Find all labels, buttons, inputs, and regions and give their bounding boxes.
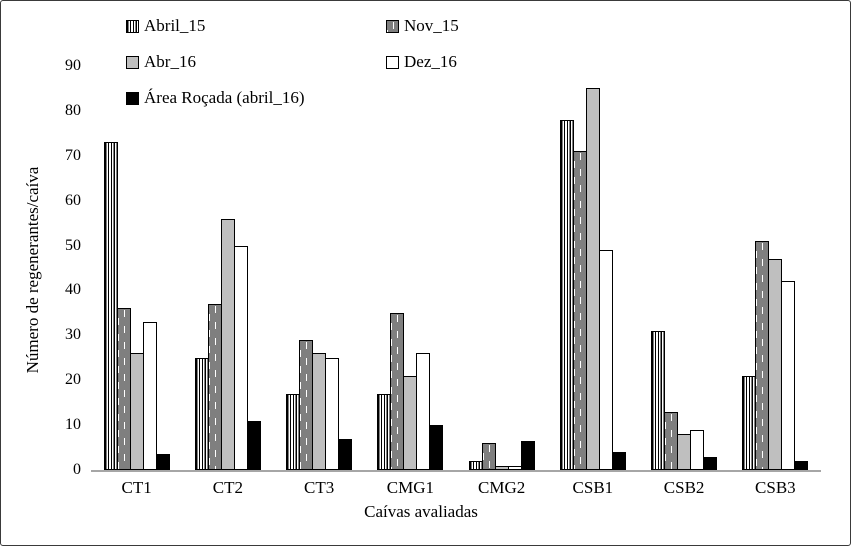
- bar: [468, 461, 483, 470]
- bar: [299, 340, 314, 470]
- bar: [611, 452, 626, 470]
- bar: [768, 259, 783, 470]
- bar-group-ct2: [182, 66, 273, 470]
- bar: [377, 394, 392, 470]
- bar: [129, 353, 144, 470]
- bar: [390, 313, 405, 470]
- y-tick-label: 20: [65, 371, 81, 389]
- y-tick-label: 0: [73, 461, 81, 478]
- bar: [246, 421, 261, 470]
- legend-label: Abril_15: [144, 16, 206, 35]
- bar: [220, 219, 235, 470]
- bar-group-csb3: [730, 66, 821, 470]
- bar: [742, 376, 757, 470]
- legend-swatch-icon: [126, 91, 139, 105]
- bar: [155, 454, 170, 470]
- legend-swatch-icon: [386, 55, 399, 69]
- legend-item: Nov_15: [386, 16, 459, 36]
- x-category-label: CSB1: [572, 478, 614, 497]
- y-tick-label: 90: [65, 57, 81, 74]
- bar: [207, 304, 222, 470]
- bar: [781, 281, 796, 470]
- bar: [116, 308, 131, 470]
- y-tick-label: 70: [65, 146, 81, 164]
- bar: [312, 353, 327, 470]
- legend-item: Abr_16: [126, 52, 196, 72]
- bar: [403, 376, 418, 470]
- bar: [651, 331, 666, 470]
- bar: [416, 353, 431, 470]
- legend-swatch-icon: [126, 19, 139, 33]
- legend-label: Dez_16: [404, 52, 457, 71]
- bar: [233, 246, 248, 470]
- bar-group-ct3: [274, 66, 365, 470]
- bar-group-cmg1: [365, 66, 456, 470]
- bar: [194, 358, 209, 470]
- bar: [794, 461, 809, 470]
- plot-area: [91, 66, 821, 470]
- x-axis-title: Caívas avaliadas: [364, 502, 478, 521]
- x-category-label: CMG2: [478, 478, 526, 497]
- bar: [325, 358, 340, 470]
- bar: [690, 430, 705, 470]
- bar: [755, 241, 770, 470]
- legend-label: Área Roçada (abril_16): [144, 88, 305, 107]
- bar: [338, 439, 353, 470]
- y-tick-label: 10: [65, 416, 81, 434]
- legend-swatch-icon: [126, 55, 139, 69]
- bar: [481, 443, 496, 470]
- x-category-label: CT2: [212, 478, 243, 497]
- y-tick-label: 40: [65, 281, 81, 299]
- bar-group-ct1: [91, 66, 182, 470]
- x-category-label: CT1: [121, 478, 152, 497]
- y-axis-title: Número de regenerantes/caíva: [23, 166, 42, 374]
- bar-group-csb1: [547, 66, 638, 470]
- bar: [429, 425, 444, 470]
- bar: [664, 412, 679, 470]
- bar-group-cmg2: [456, 66, 547, 470]
- legend-item: Área Roçada (abril_16): [126, 88, 304, 108]
- bar: [598, 250, 613, 470]
- legend-label: Nov_15: [404, 16, 459, 35]
- legend-label: Abr_16: [144, 52, 196, 71]
- bar: [103, 142, 118, 470]
- legend-swatch-icon: [386, 19, 399, 33]
- legend-item: Dez_16: [386, 52, 457, 72]
- y-tick-label: 30: [65, 326, 81, 344]
- bar-group-csb2: [639, 66, 730, 470]
- y-tick-label: 80: [65, 101, 81, 119]
- y-tick-label: 50: [65, 236, 81, 254]
- bar: [572, 151, 587, 470]
- x-category-label: CT3: [304, 478, 335, 497]
- x-category-label: CSB3: [755, 478, 796, 497]
- bar: [286, 394, 301, 470]
- y-tick-label: 60: [65, 191, 81, 209]
- bar: [559, 120, 574, 470]
- bar: [142, 322, 157, 470]
- bar: [677, 434, 692, 470]
- legend-item: Abril_15: [126, 16, 205, 36]
- bar: [520, 441, 535, 470]
- bar: [585, 88, 600, 470]
- bar: [703, 457, 718, 470]
- x-axis-line: [91, 470, 821, 472]
- x-category-label: CSB2: [663, 478, 705, 497]
- x-category-label: CMG1: [386, 478, 434, 497]
